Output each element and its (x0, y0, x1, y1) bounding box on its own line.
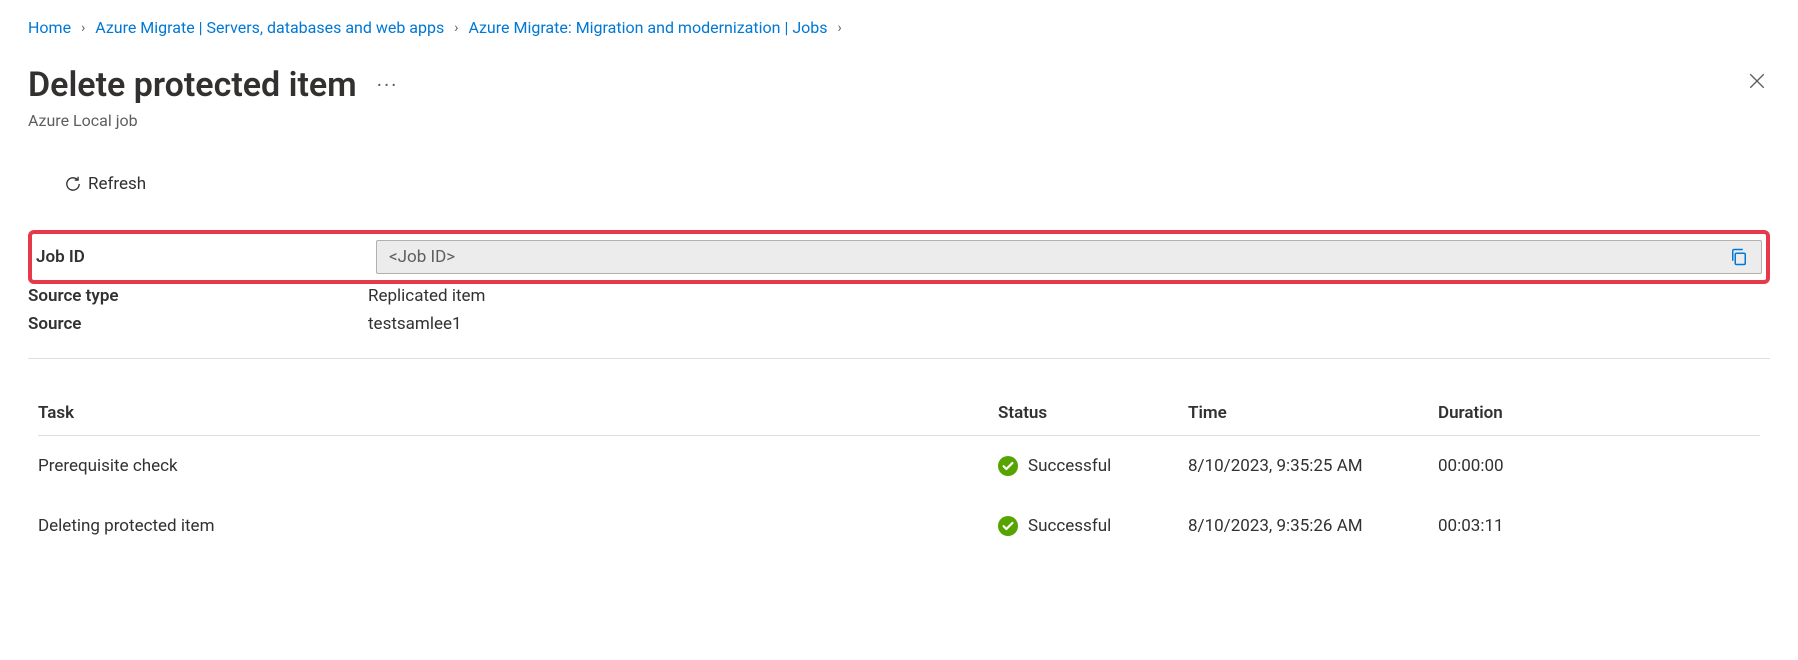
job-properties: Job ID <Job ID> Source type Replicated i… (28, 230, 1770, 334)
table-row: Deleting protected item Successful 8/10/… (38, 496, 1760, 556)
task-time: 8/10/2023, 9:35:25 AM (1188, 456, 1438, 476)
table-row: Prerequisite check Successful 8/10/2023,… (38, 436, 1760, 496)
page-header: Delete protected item ··· Azure Local jo… (28, 65, 1770, 130)
status-text: Successful (1028, 516, 1111, 536)
task-name: Deleting protected item (38, 516, 998, 536)
task-duration: 00:00:00 (1438, 456, 1760, 476)
task-duration: 00:03:11 (1438, 516, 1760, 536)
page-title: Delete protected item (28, 65, 357, 105)
col-header-time: Time (1188, 403, 1438, 423)
source-label: Source (28, 314, 368, 334)
breadcrumb: Home › Azure Migrate | Servers, database… (28, 18, 1770, 37)
section-divider (28, 358, 1770, 359)
job-id-label: Job ID (36, 247, 376, 267)
job-id-field[interactable]: <Job ID> (376, 240, 1762, 274)
refresh-icon (64, 175, 82, 193)
copy-button[interactable] (1729, 247, 1749, 267)
task-time: 8/10/2023, 9:35:26 AM (1188, 516, 1438, 536)
refresh-label: Refresh (88, 174, 146, 194)
status-text: Successful (1028, 456, 1111, 476)
close-button[interactable] (1744, 65, 1770, 101)
more-actions-button[interactable]: ··· (377, 73, 399, 97)
refresh-button[interactable]: Refresh (64, 174, 146, 194)
col-header-task: Task (38, 403, 998, 423)
copy-icon (1729, 247, 1749, 267)
task-table-header: Task Status Time Duration (38, 403, 1760, 436)
success-icon (998, 516, 1018, 536)
close-icon (1748, 72, 1766, 90)
breadcrumb-home[interactable]: Home (28, 18, 71, 37)
page-subtitle: Azure Local job (28, 111, 398, 130)
chevron-right-icon: › (838, 20, 842, 36)
task-table: Task Status Time Duration Prerequisite c… (28, 403, 1770, 556)
breadcrumb-azure-migrate-jobs[interactable]: Azure Migrate: Migration and modernizati… (468, 18, 827, 37)
col-header-duration: Duration (1438, 403, 1760, 423)
breadcrumb-azure-migrate-servers[interactable]: Azure Migrate | Servers, databases and w… (95, 18, 444, 37)
source-value: testsamlee1 (368, 314, 462, 334)
col-header-status: Status (998, 403, 1188, 423)
job-id-highlight: Job ID <Job ID> (28, 230, 1770, 284)
chevron-right-icon: › (81, 20, 85, 36)
chevron-right-icon: › (454, 20, 458, 36)
success-icon (998, 456, 1018, 476)
job-id-value: <Job ID> (389, 247, 1729, 267)
source-type-value: Replicated item (368, 286, 485, 306)
source-type-label: Source type (28, 286, 368, 306)
task-name: Prerequisite check (38, 456, 998, 476)
